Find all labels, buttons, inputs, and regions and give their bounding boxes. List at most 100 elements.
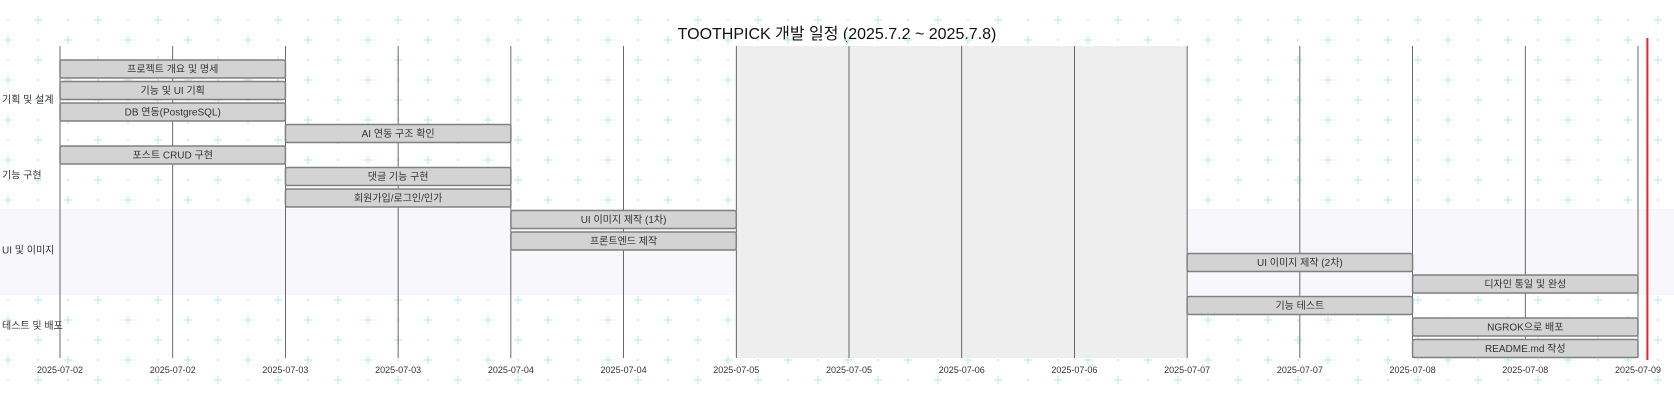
watermark-plus	[304, 36, 312, 44]
watermark-plus	[1474, 176, 1482, 184]
watermark-plus	[724, 76, 732, 84]
watermark-dot	[1236, 198, 1240, 202]
watermark-plus	[304, 116, 312, 124]
watermark-plus	[574, 136, 582, 144]
watermark-plus	[544, 116, 552, 124]
watermark-plus	[1324, 196, 1332, 204]
watermark-dot	[606, 138, 610, 142]
watermark-dot	[546, 138, 550, 142]
watermark-plus	[1264, 116, 1272, 124]
watermark-plus	[1174, 376, 1182, 384]
watermark-plus	[1384, 156, 1392, 164]
watermark-plus	[544, 196, 552, 204]
watermark-dot	[1086, 378, 1090, 382]
watermark-plus	[334, 56, 342, 64]
watermark-dot	[1626, 178, 1630, 182]
watermark-plus	[364, 156, 372, 164]
watermark-plus	[64, 316, 72, 324]
watermark-plus	[274, 16, 282, 24]
watermark-plus	[1444, 36, 1452, 44]
watermark-plus	[1594, 136, 1602, 144]
watermark-dot	[1506, 178, 1510, 182]
x-tick-label: 2025-07-03	[375, 365, 421, 375]
watermark-plus	[1654, 16, 1662, 24]
watermark-plus	[694, 376, 702, 384]
watermark-plus	[784, 36, 792, 44]
watermark-plus	[484, 116, 492, 124]
task-label: UI 이미지 제작 (2차)	[1257, 257, 1343, 269]
watermark-dot	[1206, 58, 1210, 62]
watermark-plus	[1534, 136, 1542, 144]
watermark-dot	[96, 38, 100, 42]
watermark-plus	[304, 316, 312, 324]
watermark-plus	[1264, 76, 1272, 84]
watermark-plus	[934, 16, 942, 24]
watermark-dot	[576, 318, 580, 322]
watermark-dot	[6, 98, 10, 102]
watermark-dot	[1656, 118, 1660, 122]
watermark-plus	[214, 336, 222, 344]
watermark-plus	[1654, 296, 1662, 304]
watermark-plus	[544, 156, 552, 164]
watermark-dot	[1296, 158, 1300, 162]
watermark-plus	[1594, 296, 1602, 304]
watermark-plus	[1564, 76, 1572, 84]
watermark-dot	[696, 158, 700, 162]
watermark-dot	[576, 198, 580, 202]
watermark-plus	[4, 76, 12, 84]
watermark-plus	[1354, 376, 1362, 384]
watermark-dot	[726, 98, 730, 102]
watermark-plus	[1264, 36, 1272, 44]
watermark-plus	[1534, 16, 1542, 24]
watermark-dot	[6, 18, 10, 22]
watermark-dot	[6, 378, 10, 382]
watermark-plus	[1294, 136, 1302, 144]
watermark-dot	[1116, 358, 1120, 362]
watermark-plus	[694, 296, 702, 304]
watermark-plus	[1654, 336, 1662, 344]
watermark-dot	[6, 58, 10, 62]
watermark-plus	[1354, 16, 1362, 24]
watermark-dot	[1596, 198, 1600, 202]
watermark-plus	[574, 16, 582, 24]
watermark-dot	[1566, 18, 1570, 22]
watermark-dot	[1326, 338, 1330, 342]
x-tick-label: 2025-07-04	[601, 365, 647, 375]
watermark-plus	[1324, 76, 1332, 84]
task-bar	[1411, 274, 1639, 294]
watermark-dot	[1326, 138, 1330, 142]
watermark-plus	[724, 36, 732, 44]
watermark-plus	[1534, 176, 1542, 184]
watermark-dot	[486, 338, 490, 342]
watermark-dot	[1506, 98, 1510, 102]
watermark-dot	[1056, 38, 1060, 42]
watermark-plus	[1204, 116, 1212, 124]
watermark-dot	[1446, 138, 1450, 142]
watermark-plus	[34, 296, 42, 304]
watermark-dot	[1026, 18, 1030, 22]
watermark-dot	[576, 38, 580, 42]
watermark-plus	[724, 116, 732, 124]
watermark-dot	[1356, 198, 1360, 202]
watermark-dot	[366, 338, 370, 342]
watermark-plus	[94, 16, 102, 24]
watermark-dot	[246, 18, 250, 22]
watermark-plus	[124, 316, 132, 324]
watermark-dot	[1596, 358, 1600, 362]
watermark-plus	[94, 296, 102, 304]
watermark-dot	[1386, 58, 1390, 62]
watermark-dot	[96, 318, 100, 322]
watermark-dot	[1416, 38, 1420, 42]
task-label: 기능 테스트	[1275, 300, 1324, 312]
watermark-plus	[514, 56, 522, 64]
watermark-dot	[36, 38, 40, 42]
watermark-dot	[1266, 138, 1270, 142]
watermark-dot	[906, 378, 910, 382]
task-bar	[1186, 295, 1414, 316]
watermark-dot	[906, 18, 910, 22]
watermark-plus	[34, 16, 42, 24]
watermark-plus	[574, 56, 582, 64]
watermark-dot	[426, 298, 430, 302]
watermark-dot	[1506, 18, 1510, 22]
watermark-dot	[636, 38, 640, 42]
